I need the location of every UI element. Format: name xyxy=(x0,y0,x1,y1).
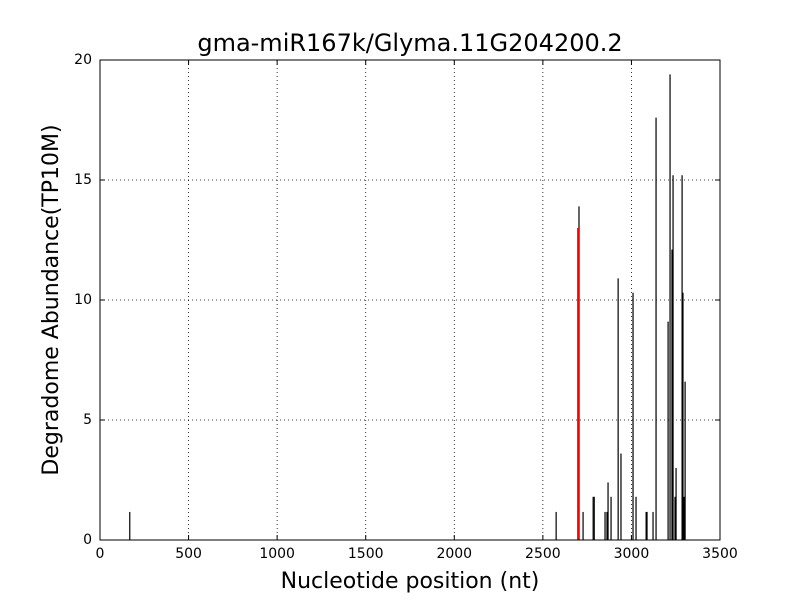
y-axis-label: Degradome Abundance(TP10M) xyxy=(39,124,64,475)
y-tick-label: 10 xyxy=(74,292,92,308)
x-axis-label: Nucleotide position (nt) xyxy=(281,569,540,594)
x-tick-label: 500 xyxy=(175,546,202,562)
chart-title: gma-miR167k/Glyma.11G204200.2 xyxy=(197,29,622,57)
x-tick-label: 3500 xyxy=(702,546,738,562)
x-tick-label: 0 xyxy=(96,546,105,562)
x-tick-label: 2500 xyxy=(525,546,561,562)
y-tick-label: 20 xyxy=(74,52,92,68)
y-tick-label: 15 xyxy=(74,172,92,188)
y-tick-label: 0 xyxy=(83,532,92,548)
x-tick-label: 3000 xyxy=(614,546,650,562)
x-tick-label: 1500 xyxy=(348,546,384,562)
x-tick-label: 2000 xyxy=(436,546,472,562)
plot-frame xyxy=(99,59,721,541)
y-tick-label: 5 xyxy=(83,412,92,428)
x-tick-label: 1000 xyxy=(259,546,295,562)
